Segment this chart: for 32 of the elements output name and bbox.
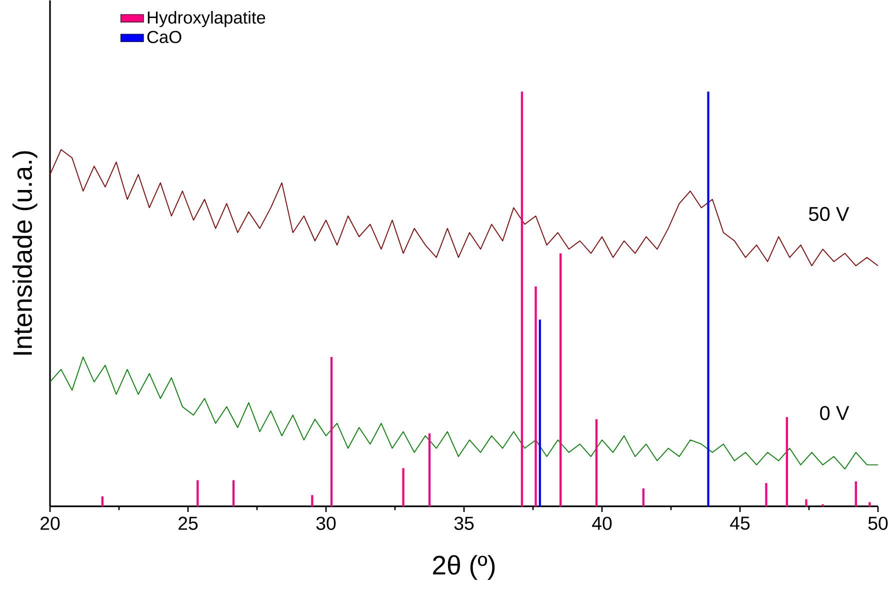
legend-label: CaO — [147, 30, 182, 44]
bar — [330, 357, 333, 506]
bar — [520, 92, 524, 506]
bar — [196, 480, 199, 506]
bar — [402, 468, 404, 506]
x-tick-label: 35 — [454, 516, 474, 530]
x-tick-label: 45 — [730, 516, 750, 530]
bar — [805, 499, 808, 506]
bar — [101, 496, 104, 506]
x-tick-label: 25 — [178, 516, 198, 530]
bar — [854, 481, 857, 506]
bar — [538, 320, 541, 506]
bar — [534, 286, 537, 506]
bar — [707, 92, 710, 506]
series-label: 0 V — [820, 406, 850, 420]
bar — [311, 495, 314, 506]
legend-label: Hydroxylapatite — [148, 10, 266, 28]
x-axis-title: 2θ (º) — [433, 555, 495, 580]
bar — [560, 253, 562, 506]
bar — [786, 417, 788, 506]
y-axis-title: Intensidade (u.a.) — [12, 151, 38, 355]
bar — [232, 480, 235, 506]
bar — [868, 502, 871, 506]
bar — [595, 419, 598, 506]
x-tick-label: 50 — [868, 516, 888, 530]
bar — [642, 488, 644, 506]
x-tick-label: 20 — [40, 516, 60, 530]
x-tick-label: 40 — [592, 516, 612, 530]
bar — [428, 433, 431, 506]
x-tick-label: 30 — [316, 516, 336, 530]
bar — [765, 483, 768, 506]
series-label: 50 V — [808, 206, 850, 222]
